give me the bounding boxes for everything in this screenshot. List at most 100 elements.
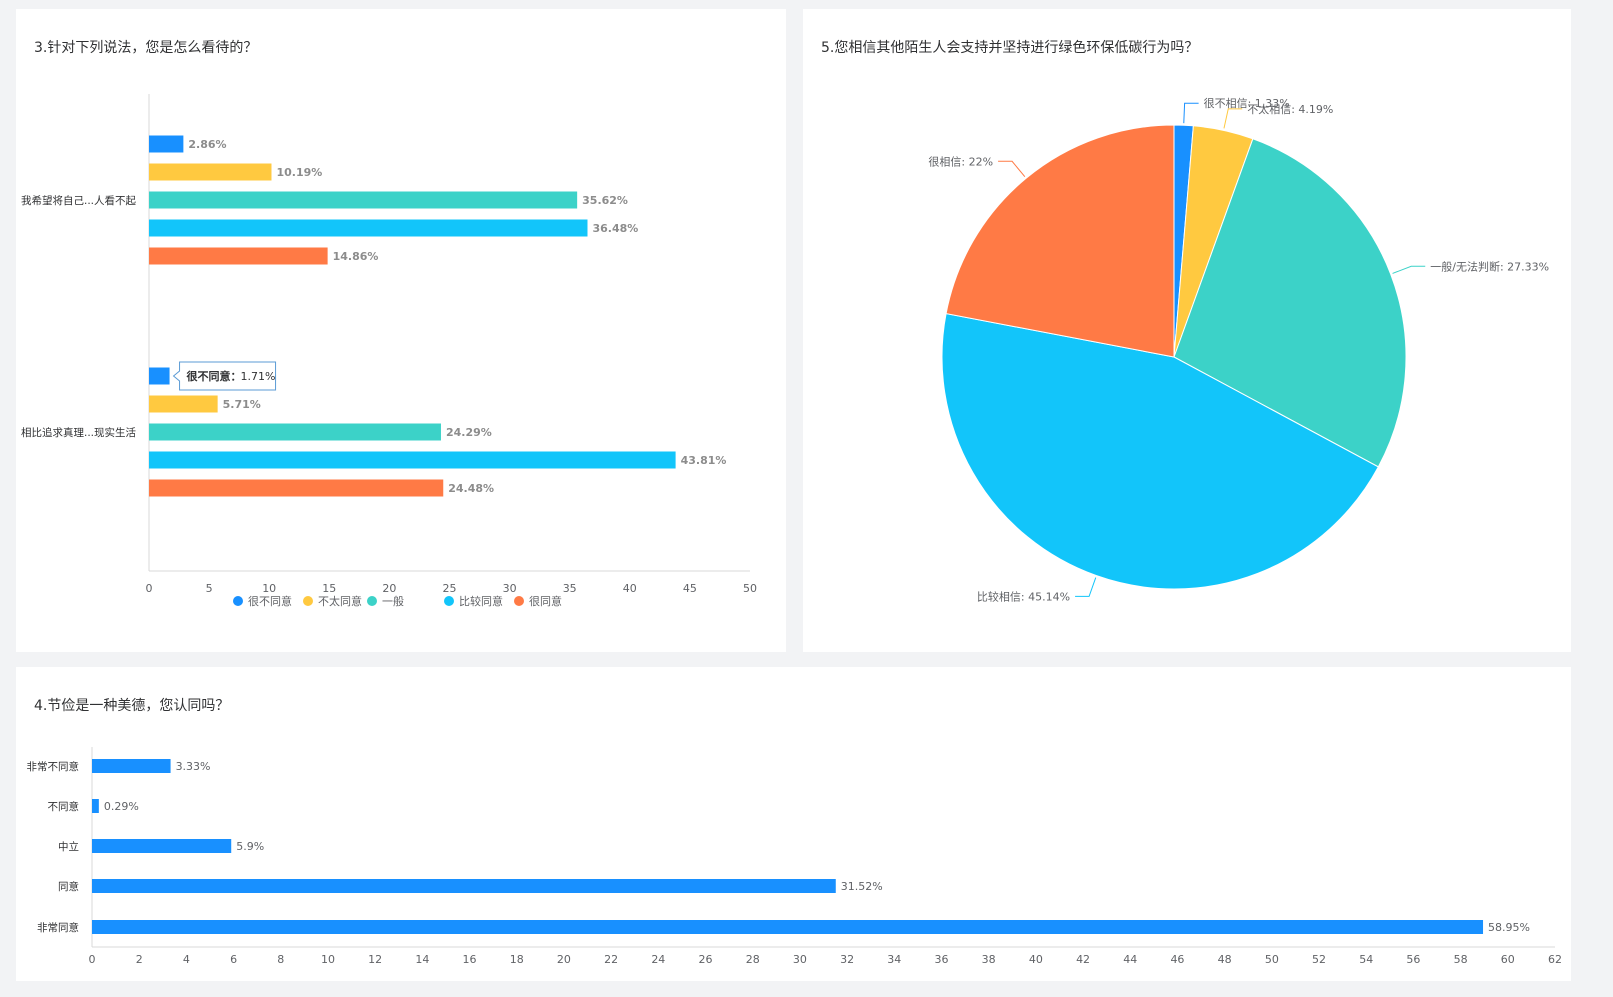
bar [149,135,184,153]
data-label: 36.48% [592,222,638,235]
category-label: 非常同意 [37,921,79,934]
category-label: 不同意 [48,800,80,813]
x-tick-label: 0 [89,953,96,966]
bar [149,423,441,441]
bar-chart-q3: 0 5 10 15 20 25 30 35 40 45 50 我希望将自己...人看不起 2.86% 10… [21,94,757,608]
tooltip-label: 很不同意： [186,369,242,383]
data-label: 10.19% [276,166,322,179]
bar [149,219,588,237]
data-label: 58.95% [1488,921,1530,934]
data-label: 2.86% [188,138,226,151]
x-tick-label: 52 [1312,953,1326,966]
bar [149,479,444,497]
slice-label: 很不相信: 1.33% [1204,96,1290,110]
x-tick-label: 28 [746,953,760,966]
legend-item[interactable]: 很不同意 [233,594,292,608]
legend-item[interactable]: 不太同意 [303,594,362,608]
x-tick-label: 10 [262,582,276,595]
legend-marker [233,596,243,606]
x-tick-label: 5 [206,582,213,595]
x-tick-label: 35 [563,582,577,595]
bar [149,191,578,209]
data-label: 3.33% [176,760,211,773]
legend-label: 比较同意 [459,594,503,608]
legend-label: 很同意 [529,594,562,608]
x-tick-label: 62 [1548,953,1562,966]
leader-line [1223,108,1243,129]
x-tick-label: 10 [321,953,335,966]
x-tick-label: 50 [1265,953,1279,966]
data-label: 5.9% [236,840,264,853]
legend-label: 不太同意 [318,594,362,608]
bar [149,367,170,385]
x-tick-label: 20 [382,582,396,595]
tooltip-box [172,361,277,391]
category-label: 同意 [58,880,79,893]
x-tick-label: 8 [277,953,284,966]
x-tick-label: 18 [510,953,524,966]
pie-chart-q5: 很不相信: 1.33%不太相信: 4.19% 一般/无法判断: 27.33% 比较相… [928,96,1549,603]
legend-item[interactable]: 很同意 [514,594,562,608]
x-tick-label: 56 [1406,953,1420,966]
tooltip: 很不同意： 1.71% [172,361,277,391]
bar [92,799,99,813]
slice-label: 比较相信: 45.14% [977,589,1070,603]
x-tick-label: 14 [415,953,429,966]
bar [92,920,1484,934]
data-label: 24.29% [446,426,492,439]
x-tick-label: 2 [136,953,143,966]
bar [149,451,676,469]
x-tick-label: 25 [443,582,457,595]
bar [92,879,836,893]
data-label: 31.52% [841,880,883,893]
chart-title-q5: 5.您相信其他陌生人会支持并坚持进行绿色环保低碳行为吗？ [821,40,1199,56]
x-tick-label: 40 [1029,953,1043,966]
category-label: 相比追求真理...现实生活 [21,426,137,439]
slice-label: 一般/无法判断: 27.33% [1430,259,1549,273]
slice-label: 很相信: 22% [928,154,993,168]
x-tick-label: 15 [322,582,336,595]
leader-line [1075,577,1097,597]
bar [149,247,328,265]
x-tick-label: 12 [368,953,382,966]
pie-slice[interactable] [945,124,1175,358]
bar [92,839,232,853]
legend-label: 一般 [382,595,404,608]
leader-line [998,160,1026,178]
data-label: 0.29% [104,800,139,813]
category-label: 我希望将自己...人看不起 [21,194,137,207]
x-tick-label: 50 [743,582,757,595]
x-tick-label: 36 [934,953,948,966]
bar [149,163,272,181]
x-tick-label: 34 [887,953,901,966]
leader-line [1392,265,1426,274]
legend-item[interactable]: 一般 [367,595,404,608]
category-label: 中立 [58,840,79,853]
x-tick-label: 40 [623,582,637,595]
x-tick-label: 22 [604,953,618,966]
legend-marker [367,596,377,606]
bar [92,759,171,773]
x-tick-label: 26 [699,953,713,966]
data-label: 35.62% [582,194,628,207]
x-tick-label: 44 [1123,953,1137,966]
x-tick-label: 45 [683,582,697,595]
x-tick-label: 46 [1170,953,1184,966]
x-tick-label: 48 [1218,953,1232,966]
tooltip-value: 1.71% [241,370,276,383]
data-label: 5.71% [223,398,261,411]
x-tick-label: 6 [230,953,237,966]
leader-line [1183,102,1199,124]
x-tick-label: 20 [557,953,571,966]
legend-item[interactable]: 比较同意 [444,594,503,608]
x-tick-label: 58 [1454,953,1468,966]
x-tick-label: 32 [840,953,854,966]
x-tick-label: 24 [651,953,665,966]
pie-slice[interactable] [1173,138,1407,468]
x-tick-label: 42 [1076,953,1090,966]
legend-marker [303,596,313,606]
category-label: 非常不同意 [27,760,80,773]
x-tick-label: 54 [1359,953,1373,966]
pie-slice[interactable] [941,312,1380,590]
legend-marker [514,596,524,606]
